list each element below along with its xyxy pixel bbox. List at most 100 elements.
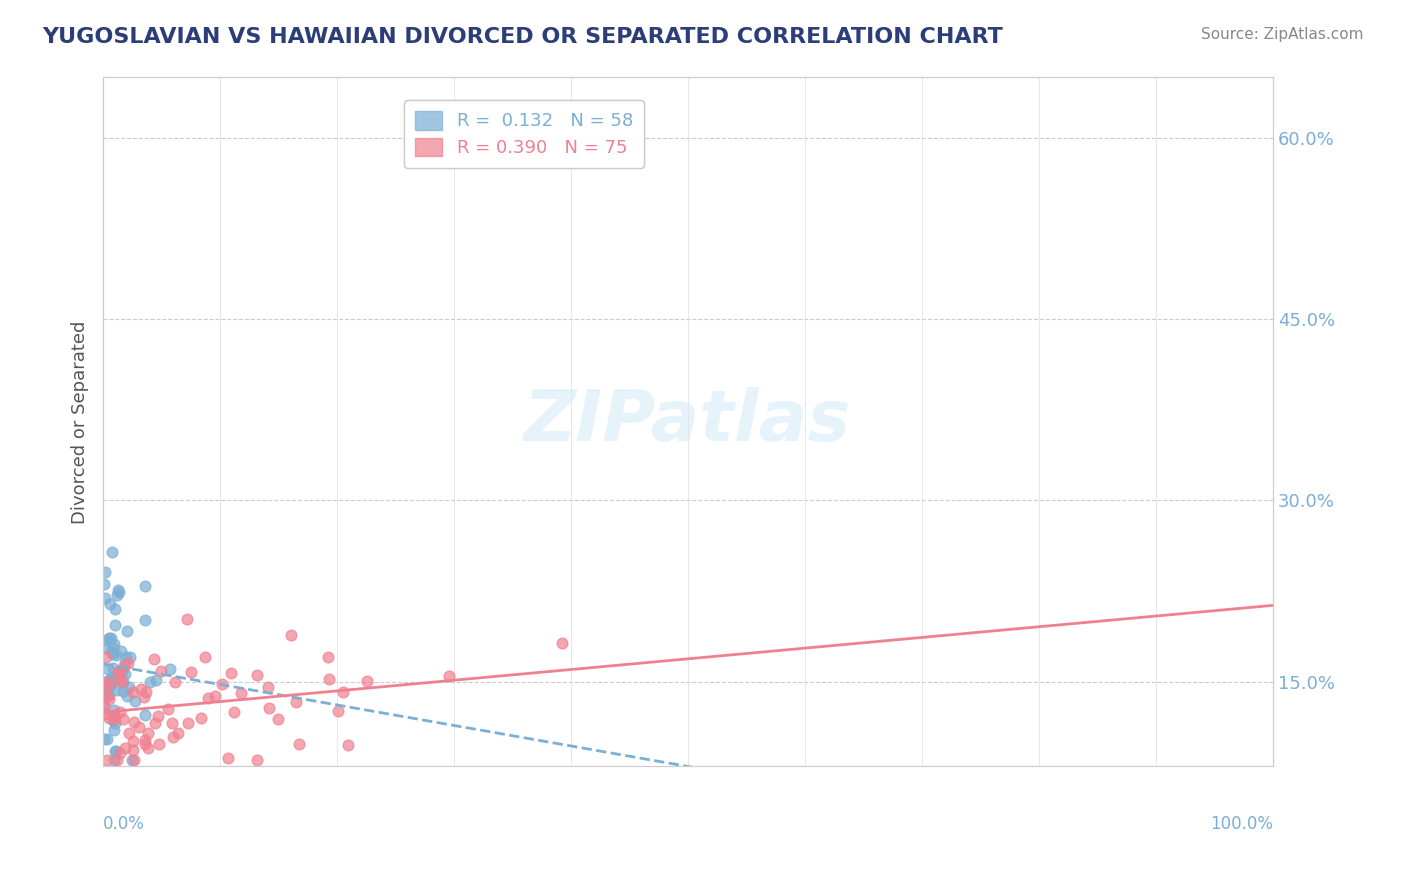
Point (136, 741, 159, 756)
Point (112, 684, 135, 698)
Point (162, 731, 184, 745)
Point (134, 708, 156, 723)
Point (437, 669, 460, 683)
Point (94, 681, 117, 695)
Point (257, 680, 280, 694)
Point (166, 726, 188, 740)
Point (94, 707, 117, 722)
Point (122, 714, 145, 729)
Point (246, 668, 269, 682)
Point (134, 737, 156, 751)
Point (197, 691, 219, 706)
Point (117, 657, 139, 671)
Point (101, 647, 124, 661)
Point (104, 618, 127, 632)
Point (316, 650, 339, 665)
Point (96, 689, 118, 703)
Point (284, 694, 307, 708)
Point (318, 672, 340, 686)
Point (108, 664, 131, 678)
Point (336, 738, 359, 752)
Point (134, 613, 156, 627)
Point (100, 671, 122, 685)
Point (101, 714, 124, 728)
Point (326, 704, 349, 718)
Point (98, 598, 121, 612)
Point (114, 650, 136, 665)
Point (93, 641, 115, 656)
Point (136, 725, 159, 739)
Point (97, 662, 120, 676)
Point (259, 700, 281, 714)
Point (98, 692, 121, 706)
Point (124, 694, 146, 708)
Text: 100.0%: 100.0% (1209, 814, 1272, 832)
Point (111, 675, 134, 690)
Point (122, 685, 145, 699)
Point (97, 673, 120, 687)
Point (101, 545, 124, 559)
Point (105, 648, 128, 662)
Point (211, 676, 233, 690)
Point (93, 732, 115, 747)
Point (122, 753, 145, 767)
Point (112, 658, 135, 673)
Point (105, 588, 128, 602)
Point (103, 661, 125, 675)
Point (134, 732, 156, 747)
Text: ZIPatlas: ZIPatlas (524, 387, 852, 457)
Point (100, 673, 122, 687)
Point (176, 612, 198, 626)
Point (145, 673, 167, 688)
Point (280, 628, 302, 642)
Point (94, 680, 117, 694)
Point (104, 602, 127, 616)
Point (217, 751, 239, 765)
Point (134, 579, 156, 593)
Point (94, 649, 117, 664)
Point (93, 566, 115, 580)
Point (267, 712, 290, 726)
Point (104, 712, 127, 726)
Point (121, 753, 143, 767)
Point (93, 576, 115, 591)
Point (96, 753, 118, 767)
Point (93, 674, 115, 689)
Point (128, 720, 150, 734)
Point (115, 690, 138, 704)
Point (160, 716, 183, 731)
Point (105, 744, 128, 758)
Point (114, 656, 136, 670)
Point (132, 690, 155, 705)
Point (108, 746, 131, 760)
Y-axis label: Divorced or Separated: Divorced or Separated (72, 320, 89, 524)
Point (146, 708, 169, 723)
Point (98, 675, 121, 690)
Point (103, 708, 125, 723)
Point (163, 674, 186, 689)
Point (96, 686, 118, 700)
Point (114, 741, 136, 756)
Point (180, 665, 202, 679)
Point (129, 682, 152, 697)
Point (111, 665, 134, 680)
Point (110, 706, 132, 720)
Point (550, 636, 572, 650)
Point (103, 703, 125, 717)
Point (118, 726, 141, 740)
Point (219, 666, 242, 681)
Point (100, 678, 122, 692)
Point (100, 631, 122, 645)
Point (93, 699, 115, 714)
Point (96, 632, 118, 647)
Point (97, 632, 120, 646)
Point (103, 753, 125, 767)
Point (94, 591, 117, 606)
Point (194, 649, 217, 664)
Point (159, 662, 181, 676)
Point (222, 705, 245, 719)
Point (112, 712, 135, 726)
Point (204, 689, 226, 703)
Text: 0.0%: 0.0% (103, 814, 145, 832)
Point (143, 716, 166, 731)
